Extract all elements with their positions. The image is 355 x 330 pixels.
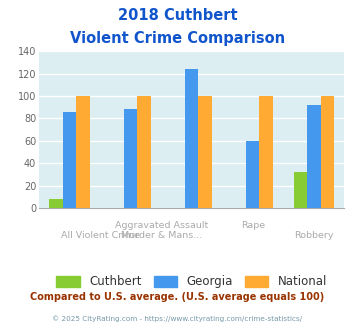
Text: Rape: Rape [241, 221, 265, 230]
Text: Compared to U.S. average. (U.S. average equals 100): Compared to U.S. average. (U.S. average … [31, 292, 324, 302]
Legend: Cuthbert, Georgia, National: Cuthbert, Georgia, National [51, 271, 332, 293]
Bar [63, 112, 76, 208]
Text: All Violent Crime: All Violent Crime [61, 231, 140, 241]
Text: Robbery: Robbery [294, 231, 334, 241]
Text: 2018 Cuthbert: 2018 Cuthbert [118, 8, 237, 23]
Bar [49, 199, 63, 208]
Bar [260, 96, 273, 208]
Bar [76, 96, 90, 208]
Bar [307, 105, 321, 208]
Bar [137, 96, 151, 208]
Bar [124, 109, 137, 208]
Text: Murder & Mans...: Murder & Mans... [121, 231, 202, 241]
Bar [246, 141, 260, 208]
Bar [321, 96, 334, 208]
Bar [185, 69, 198, 208]
Text: Violent Crime Comparison: Violent Crime Comparison [70, 31, 285, 46]
Text: © 2025 CityRating.com - https://www.cityrating.com/crime-statistics/: © 2025 CityRating.com - https://www.city… [53, 315, 302, 322]
Bar [198, 96, 212, 208]
Text: Aggravated Assault: Aggravated Assault [115, 221, 208, 230]
Bar [294, 172, 307, 208]
